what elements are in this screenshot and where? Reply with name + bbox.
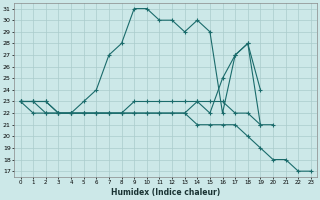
X-axis label: Humidex (Indice chaleur): Humidex (Indice chaleur) bbox=[111, 188, 220, 197]
